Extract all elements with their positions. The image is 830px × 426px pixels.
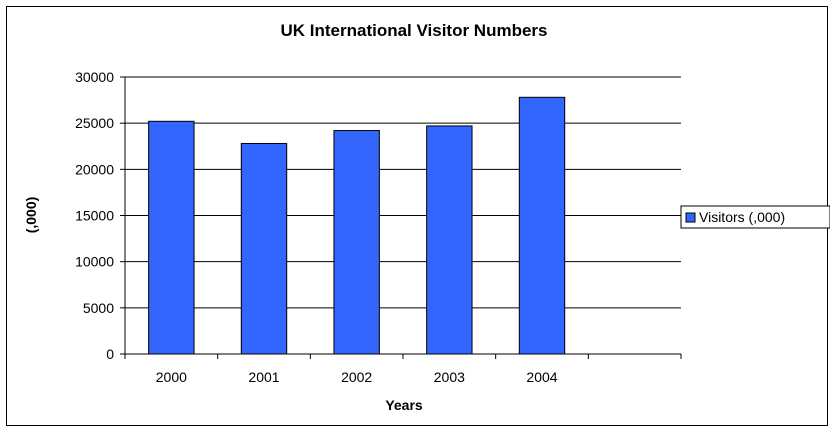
y-axis-ticks: 0 5000 10000 15000 20000 25000 30000 [75, 69, 125, 362]
y-tick-label: 30000 [75, 69, 114, 85]
x-tick-label: 2000 [156, 369, 187, 385]
bar-2000 [148, 120, 195, 355]
legend-frame [680, 205, 830, 229]
chart-title: UK International Visitor Numbers [280, 21, 547, 40]
bar-2001 [240, 142, 288, 355]
x-axis-ticks: 2000 2001 2002 2003 2004 [124, 354, 682, 385]
bar-2003 [426, 125, 473, 355]
legend-swatch [685, 212, 696, 223]
x-tick-label: 2004 [526, 369, 557, 385]
bar-2004 [518, 96, 566, 355]
legend: Visitors (,000) [680, 205, 830, 229]
x-axis-label: Years [385, 397, 423, 413]
x-tick-label: 2001 [248, 369, 279, 385]
y-tick-label: 20000 [75, 161, 114, 177]
y-tick-label: 0 [106, 346, 114, 362]
x-tick-label: 2003 [434, 369, 465, 385]
bar-2002 [333, 130, 380, 355]
x-tick-label: 2002 [341, 369, 372, 385]
y-tick-label: 25000 [75, 115, 114, 131]
gridlines [125, 76, 681, 309]
y-tick-label: 15000 [75, 208, 114, 224]
y-axis-label: (,000) [23, 197, 39, 234]
y-tick-label: 5000 [83, 300, 114, 316]
bars [148, 96, 566, 355]
y-tick-label: 10000 [75, 254, 114, 270]
legend-label: Visitors (,000) [699, 209, 785, 225]
